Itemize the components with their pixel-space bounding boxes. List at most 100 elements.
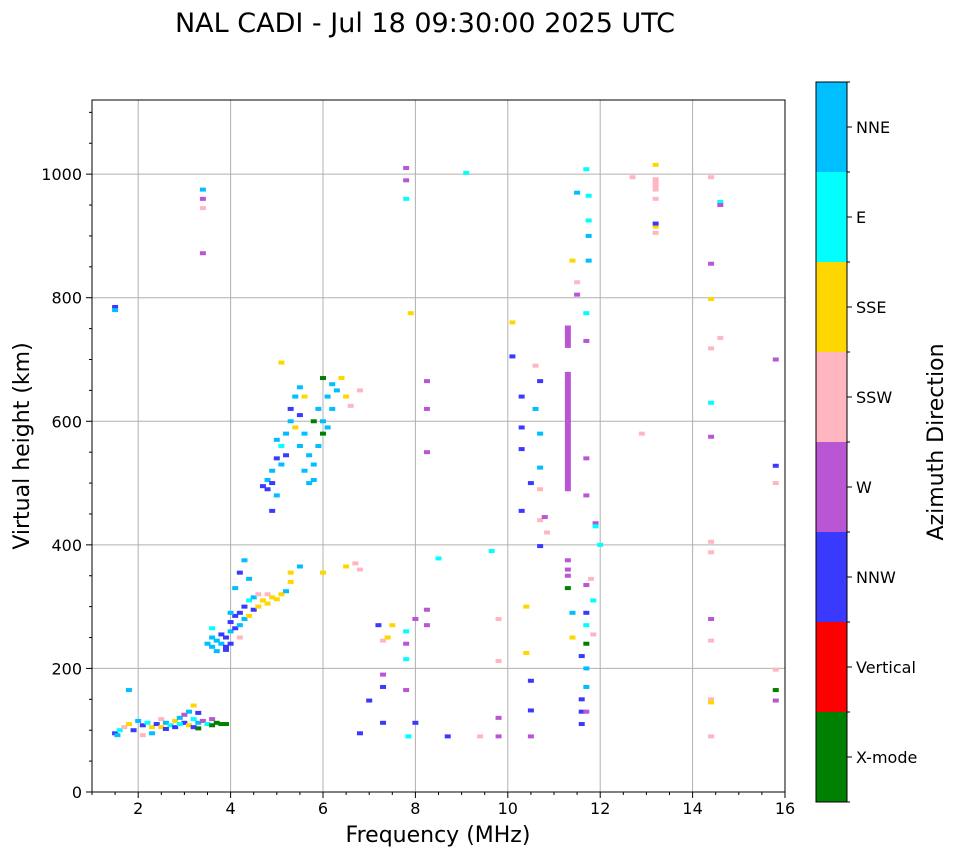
data-point [708,697,715,702]
data-point [527,678,534,683]
data-point [583,641,590,646]
data-point [181,720,188,725]
data-point [583,610,590,615]
data-point [585,258,592,263]
data-point [583,623,590,628]
data-point [190,703,197,708]
data-point [578,709,585,714]
data-point [518,447,525,452]
data-point [578,722,585,727]
data-point [112,304,119,309]
data-point [708,638,715,643]
data-point [380,684,387,689]
data-point [772,698,779,703]
data-point [590,598,597,603]
data-point [176,722,183,727]
data-point [320,419,326,424]
data-point [296,444,303,448]
data-point [301,431,308,436]
y-tick-label: 1000 [41,165,82,184]
data-point [407,311,414,316]
data-point [403,688,410,693]
data-point [356,388,363,393]
data-point [250,607,257,612]
data-point [403,196,410,201]
data-point [435,556,442,561]
data-point [708,261,715,266]
x-tick-label: 2 [133,799,143,818]
data-point [592,521,599,526]
data-point [199,206,206,211]
data-point [537,544,544,549]
data-point [564,573,571,578]
data-point [329,382,336,387]
data-point [320,570,326,575]
colorbar-segment-w [816,442,847,532]
data-point [518,425,525,430]
x-tick-label: 16 [775,799,795,818]
data-point [708,700,715,705]
data-point [158,725,165,730]
data-point [301,468,308,473]
data-point [590,632,597,637]
data-point [652,221,659,226]
data-point [236,570,243,575]
data-point [509,354,516,359]
data-point [153,722,160,727]
data-point [236,623,243,628]
data-point [412,617,419,621]
data-point [186,723,193,728]
data-point [403,641,410,646]
data-point [273,437,280,442]
x-tick-label: 8 [410,799,420,818]
data-point [195,726,202,731]
data-point [564,586,571,591]
y-tick-label: 400 [51,536,82,555]
data-point [222,644,229,649]
data-point [292,394,299,399]
colorbar-tick-label: NNW [856,568,896,587]
data-point [283,431,290,436]
data-point [158,717,165,722]
data-point [532,363,539,368]
colorbar-label: Azimuth Direction [924,343,949,540]
data-point [278,360,285,365]
data-point [772,463,779,468]
x-tick-label: 12 [590,799,610,818]
y-tick-label: 600 [51,412,82,431]
data-point [209,723,216,728]
data-point [227,610,234,615]
data-point [246,576,253,581]
data-point [772,688,779,693]
data-point [583,666,590,671]
data-point [585,218,592,223]
data-point [190,725,197,730]
data-point [518,394,525,399]
data-point [222,722,229,727]
data-point [227,641,234,646]
data-point [112,308,119,313]
data-point [246,613,253,618]
data-point [172,718,179,723]
data-point [190,717,197,722]
data-point [574,280,581,285]
data-point [652,196,659,201]
plot-frame [91,99,786,793]
data-point [717,203,724,208]
data-point [583,338,590,343]
colorbar-tick-label: SSW [856,388,892,407]
data-point [423,623,430,628]
data-point [278,462,285,467]
data-point [389,623,396,628]
data-point [652,230,659,235]
data-point [306,481,313,486]
data-point [772,357,779,362]
data-point [585,233,592,238]
data-point [292,425,299,430]
data-point [149,725,156,730]
data-point [338,376,345,381]
data-point [574,292,581,297]
data-point [708,550,715,555]
data-point [213,638,220,643]
data-point [213,720,220,725]
